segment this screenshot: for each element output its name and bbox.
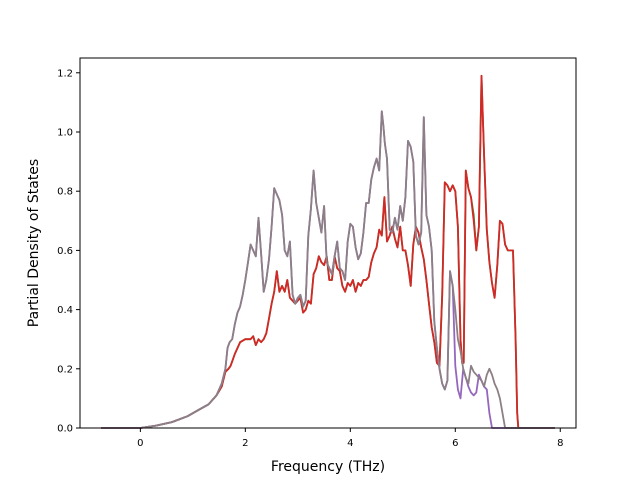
y-tick-label: 1.0	[57, 128, 73, 139]
plot-frame	[79, 57, 577, 429]
x-tick-label: 2	[242, 438, 248, 449]
y-tick-label: 0.4	[57, 305, 73, 316]
x-axis: 0 2 4 6 8	[137, 428, 563, 449]
y-tick-label: 0.8	[57, 187, 73, 198]
y-tick-label: 1.2	[57, 68, 73, 79]
x-tick-label: 6	[452, 438, 458, 449]
y-axis-title: Partial Density of States	[26, 159, 42, 327]
y-tick-label: 0.6	[57, 246, 73, 257]
x-tick-label: 0	[137, 438, 143, 449]
y-tick-label: 0.0	[57, 424, 73, 435]
series-line-2	[101, 74, 555, 429]
x-axis-title: Frequency (THz)	[271, 459, 385, 475]
x-tick-label: 4	[347, 438, 353, 449]
y-tick-label: 0.2	[57, 364, 73, 375]
series-layer	[101, 74, 555, 429]
x-tick-label: 8	[557, 438, 563, 449]
series-line-4	[101, 110, 555, 429]
y-axis: 0.0 0.2 0.4 0.6 0.8 1.0 1.2	[57, 68, 80, 435]
